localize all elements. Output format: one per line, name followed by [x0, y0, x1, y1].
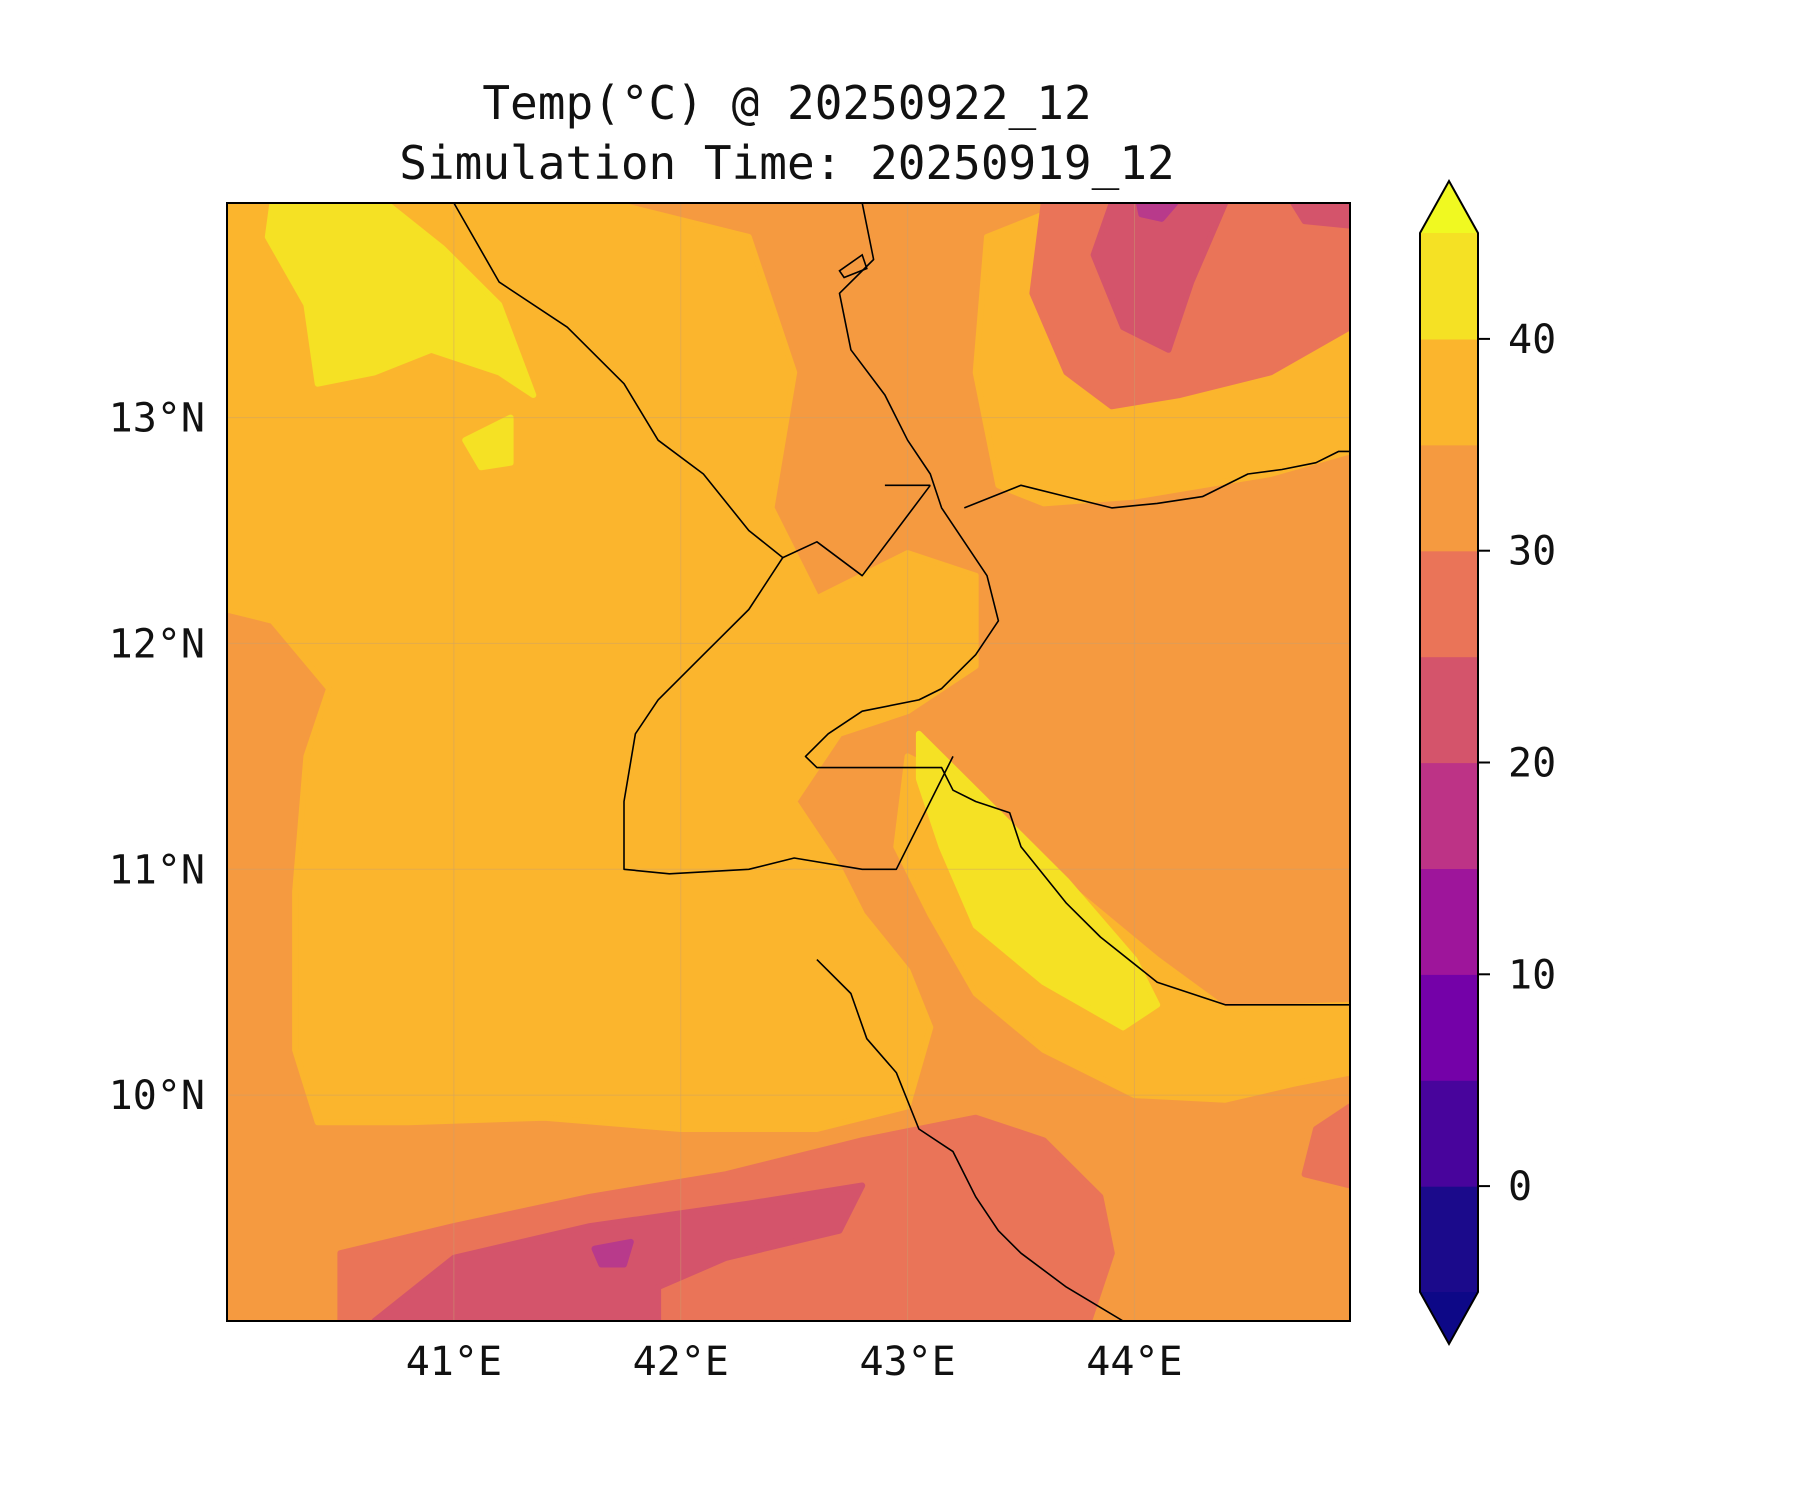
temp-region-cool-se-patch: [1301, 1103, 1350, 1189]
temp-region-coldest-core-ne: [1136, 203, 1179, 222]
colorbar-tick-label: 20: [1508, 741, 1556, 787]
temperature-map: [227, 203, 1350, 1321]
temp-region-hottest-se: [915, 730, 1161, 1031]
gridlines: [227, 203, 1350, 1321]
lon-tick-label: 41°E: [406, 1339, 502, 1385]
coastlines-and-borders: [453, 203, 1350, 1321]
lat-tick-label: 13°N: [109, 396, 205, 442]
colorbar-outline: [1419, 178, 1479, 1347]
lon-tick-label: 42°E: [633, 1339, 729, 1385]
lat-tick-label: 11°N: [109, 847, 205, 893]
colorbar-segment: [1420, 974, 1478, 1081]
colorbar-segment: [1420, 868, 1478, 975]
colorbar-over-extension: [1420, 181, 1478, 233]
temp-region-hot-highlands: [227, 203, 979, 1132]
map-title: Temp(°C) @ 20250922_12: [482, 76, 1092, 130]
lon-tick-label: 43°E: [859, 1339, 955, 1385]
colorbar-segment: [1420, 656, 1478, 764]
temp-region-cold-ne-highland: [1090, 203, 1229, 353]
coastline: [453, 203, 931, 577]
temp-region-hottest-spot: [462, 414, 514, 471]
colorbar-tick-label: 40: [1508, 317, 1556, 363]
coastline: [964, 450, 1350, 509]
colorbar: 0 10 20 30 40: [1419, 178, 1556, 1347]
map-subtitle: Simulation Time: 20250919_12: [399, 136, 1175, 190]
colorbar-under-extension: [1420, 1292, 1478, 1344]
country-border: [623, 557, 954, 875]
lat-tick-label: 10°N: [109, 1073, 205, 1119]
lon-tick-label: 44°E: [1086, 1339, 1182, 1385]
colorbar-tick-label: 30: [1508, 529, 1556, 575]
colorbar-segment: [1420, 338, 1478, 446]
temp-region-coldest-core-s: [591, 1238, 634, 1268]
lat-tick-label: 12°N: [109, 621, 205, 667]
colorbar-segment: [1420, 550, 1478, 658]
temp-region-hottest-nw: [264, 203, 537, 398]
colorbar-segment: [1420, 762, 1478, 869]
temp-region-cold-e-patch: [1290, 203, 1350, 229]
axis-labels: 41°E 42°E 43°E 44°E 13°N 12°N 11°N 10°N: [109, 396, 1183, 1385]
colorbar-segment: [1420, 1186, 1478, 1293]
colorbar-tick-label: 0: [1508, 1164, 1532, 1210]
colorbar-segment: [1420, 1080, 1478, 1187]
colorbar-tick-label: 10: [1508, 952, 1556, 998]
coastline: [804, 203, 1350, 1006]
island: [838, 253, 868, 279]
colorbar-segment: [1420, 233, 1478, 340]
country-border: [816, 959, 1124, 1321]
colorbar-segment: [1420, 444, 1478, 552]
map-frame: [226, 202, 1351, 1322]
